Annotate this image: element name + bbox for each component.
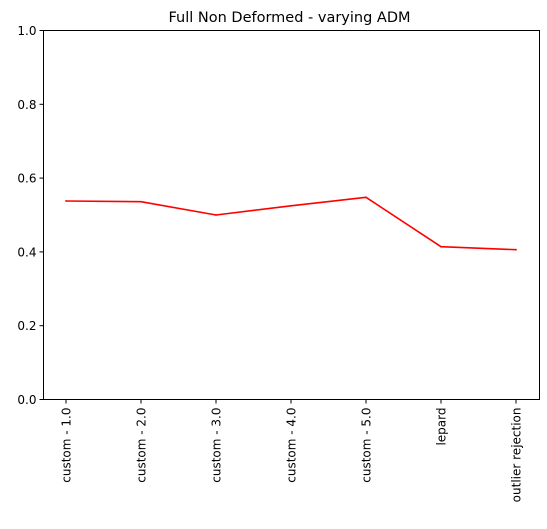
data-point: [365, 196, 367, 199]
chart-title: Full Non Deformed - varying ADM: [168, 10, 410, 26]
data-point: [140, 200, 142, 203]
y-tick-label: 0.2: [17, 319, 36, 333]
y-tick-label: 0.8: [17, 98, 36, 112]
data-point: [515, 248, 517, 251]
plot-area: [43, 30, 540, 400]
x-tick-label: custom - 2.0: [135, 408, 149, 483]
y-tick-label: 0.0: [17, 393, 36, 407]
x-tick-label: outlier rejection: [510, 408, 524, 503]
y-axis: 0.0 0.2 0.4 0.6 0.8 1.0: [17, 24, 44, 407]
y-tick-label: 0.4: [17, 245, 36, 259]
x-axis: custom - 1.0 custom - 2.0 custom - 3.0 cust…: [60, 399, 524, 503]
data-point: [65, 200, 67, 202]
x-tick-label: custom - 4.0: [285, 408, 299, 483]
x-tick-label: lepard: [435, 408, 449, 446]
x-tick-label: custom - 1.0: [60, 408, 74, 483]
y-tick-label: 0.6: [17, 172, 36, 186]
x-tick-label: custom - 3.0: [210, 408, 224, 483]
x-tick-label: custom - 5.0: [360, 408, 374, 483]
y-tick-label: 1.0: [17, 24, 36, 38]
data-point: [290, 204, 292, 207]
data-point: [215, 214, 217, 216]
series-group: [65, 196, 517, 251]
data-point: [440, 245, 442, 248]
